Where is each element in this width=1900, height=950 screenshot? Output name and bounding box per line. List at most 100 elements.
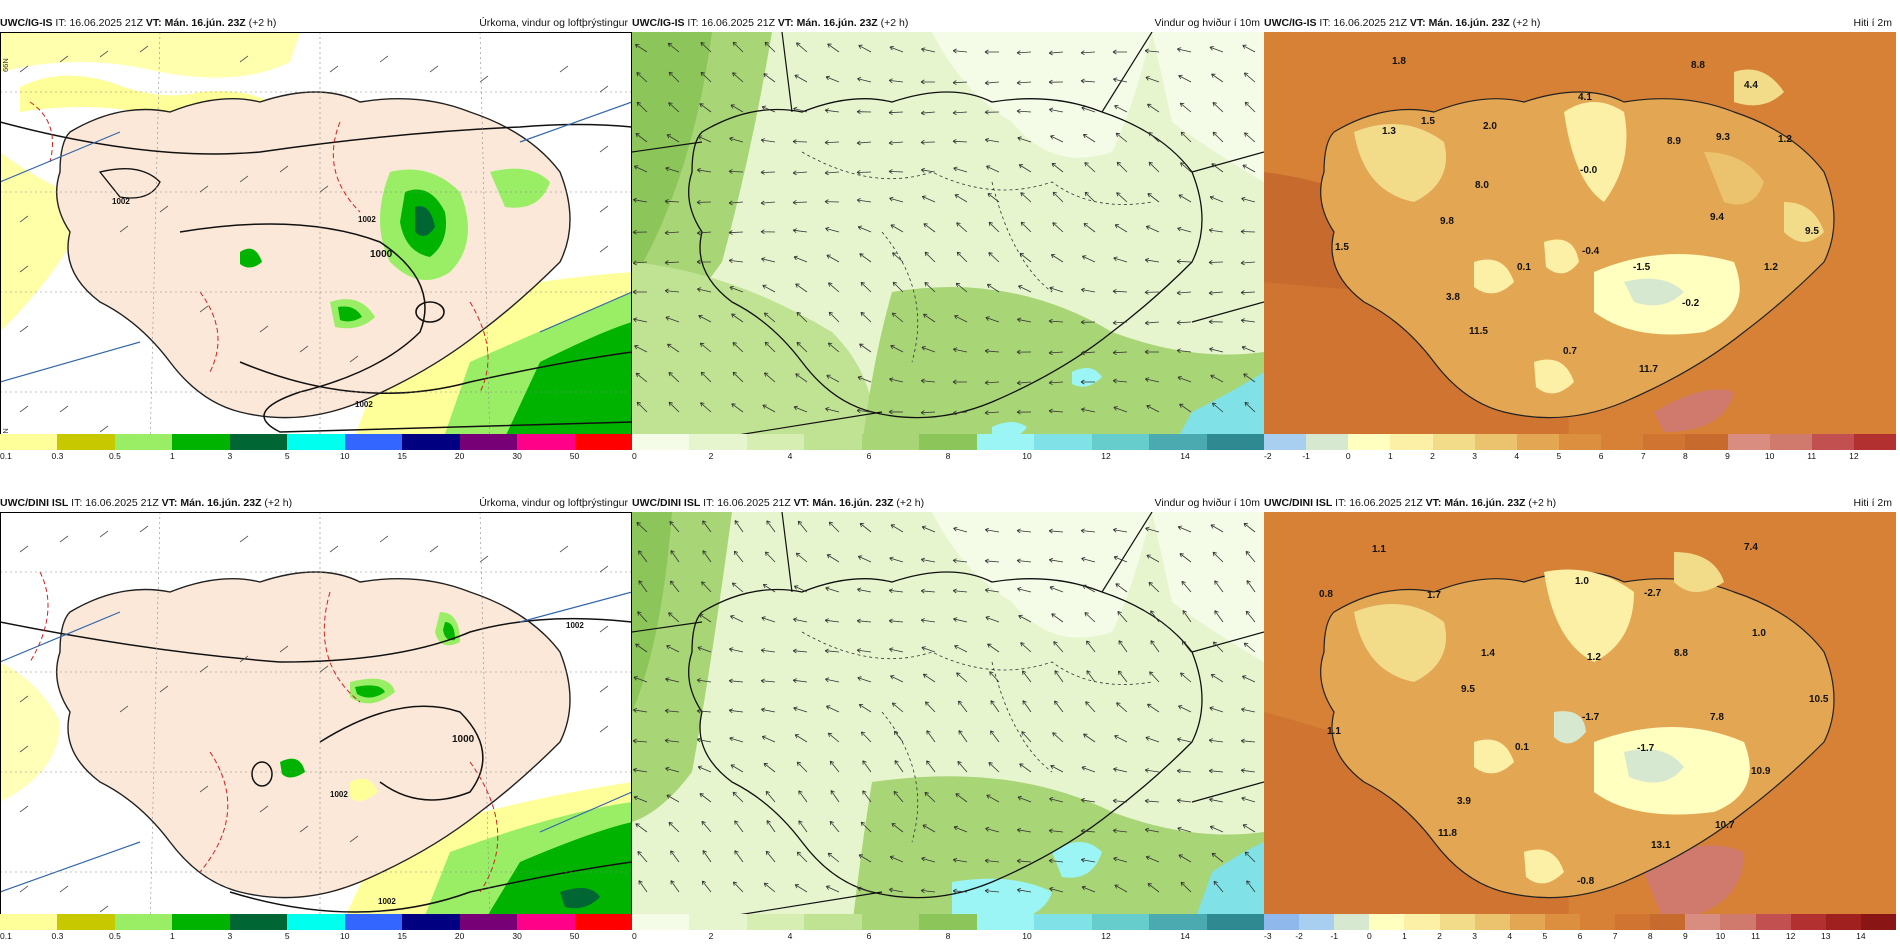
temperature-label: 1.8	[1392, 56, 1406, 67]
wind-arrow	[957, 761, 968, 773]
colorbar-swatch	[746, 914, 805, 930]
temperature-label: 9.5	[1461, 684, 1475, 695]
colorbar-swatch	[0, 434, 58, 450]
wind-arrow	[734, 850, 744, 863]
wind-arrow	[891, 702, 904, 713]
wind-arrow	[953, 166, 968, 173]
wind-arrow	[728, 708, 744, 714]
wind-arrow	[1212, 551, 1224, 563]
wind-arrow	[1211, 852, 1224, 863]
colorbar-swatch	[459, 434, 518, 450]
colorbar-tick-label: 0	[1345, 451, 1351, 461]
wind-arrow	[1080, 379, 1095, 385]
temperature-label: 4.4	[1744, 80, 1758, 91]
temperature-label: 11.8	[1438, 828, 1457, 839]
init-time: 16.06.2025 21Z	[717, 497, 791, 509]
wind-arrow	[762, 284, 776, 293]
wind-arrow	[1048, 858, 1064, 864]
wind-arrow	[1240, 318, 1256, 324]
wind-arrow	[1242, 164, 1256, 173]
wind-arrow	[1021, 731, 1032, 743]
wind-arrow	[728, 258, 744, 264]
product-title: Hiti í 2m	[1853, 497, 1892, 509]
colorbar-swatch	[1264, 434, 1307, 450]
wind-arrow	[764, 41, 776, 53]
wind-arrow	[1209, 825, 1224, 833]
colorbar-swatch	[1474, 434, 1517, 450]
wind-arrow	[728, 200, 744, 206]
colorbar-swatch	[689, 914, 747, 930]
colorbar-swatch	[1615, 914, 1651, 930]
wind-arrow	[952, 558, 968, 564]
wind-arrow	[958, 730, 968, 743]
wind-arrow	[633, 317, 648, 323]
wind-arrow	[1210, 674, 1224, 683]
colorbar-swatch	[861, 434, 920, 450]
colorbar-tick-label: 11	[1751, 931, 1760, 941]
wind-arrow	[827, 852, 840, 863]
wind-arrow	[1243, 642, 1256, 653]
wind-arrow	[1116, 161, 1128, 173]
wind-arrow	[1016, 349, 1032, 355]
wind-arrow	[632, 229, 648, 235]
wind-arrow	[1017, 317, 1032, 323]
wind-map[interactable]	[632, 512, 1264, 928]
panel-title: UWC/DINI ISL IT: 16.06.2025 21Z VT: Mán.…	[632, 494, 924, 512]
wind-arrow	[1148, 161, 1160, 173]
temp-map[interactable]: 1.8 8.8 4.4 4.1 1.3 1.5 2.0 -0.0 8.9 9.3 1.2 8.0 9.8…	[1264, 32, 1896, 448]
wind-arrow	[699, 613, 712, 623]
wind-arrow	[665, 316, 680, 323]
wind-arrow	[926, 730, 936, 743]
wind-arrow	[1114, 735, 1128, 743]
wind-arrow	[762, 584, 776, 593]
pressure-label: 1002	[378, 897, 396, 906]
colorbar-swatch	[114, 434, 173, 450]
colorbar-swatch	[517, 914, 575, 930]
precip-map[interactable]: 1000 1002 1002 1002	[0, 512, 632, 928]
wind-arrow	[1114, 105, 1128, 113]
lead-time: (+2 h)	[880, 17, 909, 29]
colorbar-tick-label: 5	[1542, 931, 1548, 941]
wind-arrow	[696, 678, 712, 683]
temp-map[interactable]: 1.1 7.4 0.8 1.7 1.0 -2.7 1.0 1.4 1.2 8.8 9.5 7.8 10.…	[1264, 512, 1896, 928]
precip-map[interactable]: 1000 1002 1002 1002 66N 63N	[0, 32, 632, 448]
wind-arrow	[633, 676, 648, 683]
temperature-label: 1.0	[1752, 628, 1766, 639]
colorbar-swatch	[976, 914, 1035, 930]
wind-arrow	[701, 880, 712, 893]
wind-arrow	[1241, 196, 1256, 203]
colorbar-swatch	[689, 434, 747, 450]
colorbar-tick-label: 13	[1821, 931, 1831, 941]
wind-map[interactable]	[632, 32, 1264, 448]
wind-arrow	[825, 885, 840, 893]
wind-arrow	[952, 80, 968, 86]
wind-arrow	[793, 405, 808, 413]
lead-time: (+2 h)	[264, 497, 293, 509]
wind-arrow	[668, 821, 680, 833]
wind-arrow	[729, 286, 744, 293]
wind-arrow	[1113, 856, 1128, 863]
colorbar-swatch	[861, 914, 920, 930]
colorbar-tick-label: 20	[454, 931, 465, 941]
colorbar-tick-label: 8	[1647, 931, 1653, 941]
wind-arrow	[984, 410, 1000, 416]
colorbar-swatch	[1853, 434, 1897, 450]
temperature-label: 9.3	[1716, 132, 1730, 143]
wind-arrow	[795, 373, 808, 383]
temperature-label: 9.8	[1440, 216, 1454, 227]
wind-arrow	[921, 856, 936, 863]
wind-arrow	[1085, 701, 1096, 713]
wind-arrow	[638, 580, 648, 593]
wind-arrow	[987, 193, 1000, 203]
colorbar-tick-label: 14	[1180, 931, 1190, 941]
colorbar-swatch	[1579, 914, 1616, 930]
wind-arrow	[634, 345, 648, 353]
wind-arrow	[825, 586, 840, 593]
wind-arrow	[1177, 226, 1192, 233]
wind-arrow	[1051, 162, 1064, 173]
precip-panel-igis: UWC/IG-IS IT: 16.06.2025 21Z VT: Mán. 16…	[0, 14, 632, 464]
wind-arrow	[664, 198, 680, 204]
wind-arrow	[664, 260, 680, 266]
wind-arrow	[667, 42, 680, 53]
colorbar-swatch	[1439, 914, 1475, 930]
